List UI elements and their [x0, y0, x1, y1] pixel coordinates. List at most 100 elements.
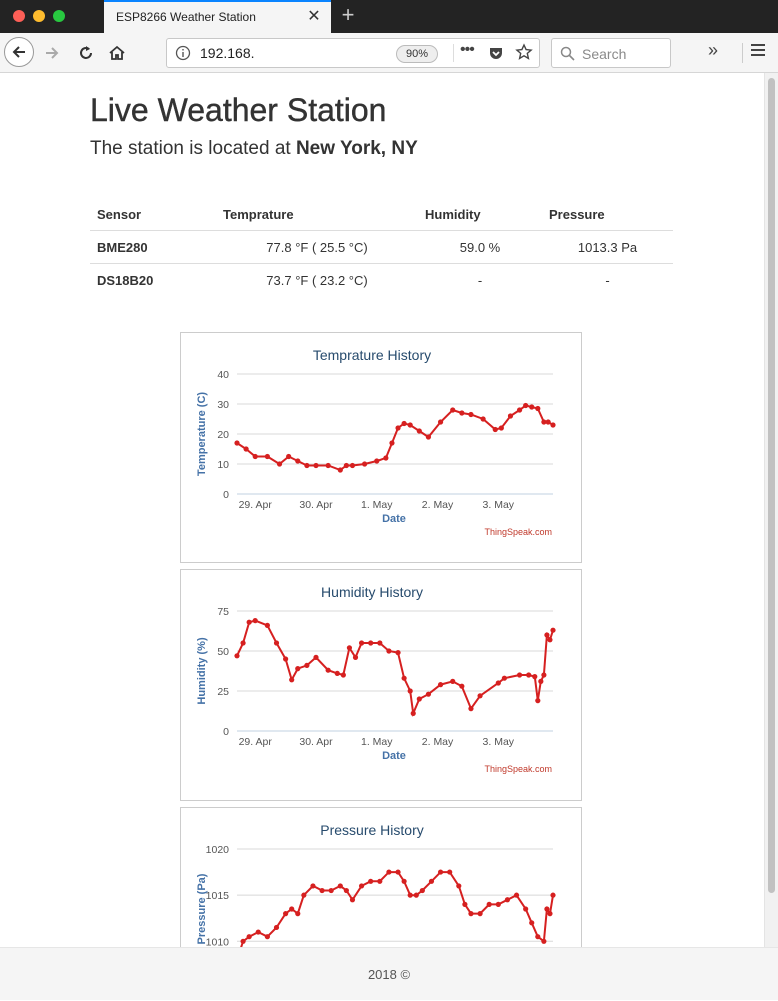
data-point	[313, 654, 319, 660]
data-point	[425, 691, 432, 697]
toolbar-separator	[742, 43, 743, 63]
sensor-table: Sensor Temprature Humidity Pressure BME2…	[90, 199, 673, 296]
url-bar[interactable]: 192.168. 90% •••	[166, 38, 540, 68]
y-tick-label: 1010	[206, 936, 230, 947]
data-point	[407, 688, 413, 694]
sensor-pressure: -	[605, 272, 610, 288]
forward-button[interactable]	[38, 39, 66, 67]
data-point	[234, 440, 240, 446]
page-actions-icon[interactable]: •••	[460, 41, 475, 58]
overflow-menu-icon[interactable]: »	[708, 40, 719, 60]
url-text[interactable]: 192.168.	[200, 45, 255, 61]
data-point	[304, 462, 310, 469]
pocket-icon[interactable]	[488, 45, 504, 66]
x-tick-label: 1. May	[361, 736, 393, 748]
data-point	[358, 883, 365, 889]
x-tick-label: 29. Apr	[239, 499, 273, 511]
back-button[interactable]	[4, 37, 34, 67]
hamburger-menu-icon[interactable]	[751, 43, 765, 62]
x-tick-label: 1. May	[361, 499, 393, 511]
data-point	[349, 897, 356, 903]
data-point	[325, 667, 331, 673]
data-point	[480, 416, 486, 422]
y-tick-label: 20	[217, 429, 229, 441]
data-point	[501, 675, 507, 681]
info-icon[interactable]	[175, 45, 191, 66]
data-point	[325, 462, 331, 469]
sensor-name: DS18B20	[97, 272, 154, 288]
home-button[interactable]	[103, 39, 131, 67]
data-point	[349, 462, 356, 469]
data-point	[289, 906, 295, 912]
tab-active[interactable]: ESP8266 Weather Station ✕	[104, 0, 331, 33]
scrollbar-thumb[interactable]	[768, 78, 775, 893]
data-point	[498, 425, 504, 431]
new-tab-button[interactable]: +	[341, 2, 355, 27]
pressure-chart-svg: Pressure History 1010 1015 1020 Pressure (Pa…	[196, 822, 556, 947]
temperature-chart-svg: Temprature History 0 10 20 30 40 29. Apr 30. Ap…	[196, 347, 556, 537]
data-point	[504, 897, 511, 903]
close-window-button[interactable]	[13, 10, 25, 22]
data-point	[389, 440, 395, 446]
data-point	[240, 938, 246, 944]
maximize-window-button[interactable]	[53, 10, 65, 22]
data-point	[516, 407, 523, 413]
data-point	[286, 453, 292, 460]
data-point	[535, 405, 541, 412]
zoom-level[interactable]: 90%	[396, 45, 438, 63]
data-point	[377, 640, 383, 646]
x-tick-label: 3. May	[483, 736, 515, 748]
scrollbar[interactable]	[764, 73, 778, 947]
humidity-chart: Humidity History 0 25 50 75 29. Apr 30. Apr 1. …	[180, 569, 582, 801]
minimize-window-button[interactable]	[33, 10, 45, 22]
bookmark-star-icon[interactable]	[515, 43, 533, 66]
data-point	[532, 674, 538, 680]
data-point	[328, 887, 334, 894]
page-footer: 2018 ©	[0, 947, 778, 1000]
x-axis-title: Date	[382, 750, 406, 762]
url-separator	[453, 44, 454, 62]
data-point	[319, 887, 325, 894]
data-point	[516, 672, 523, 678]
data-point	[264, 934, 270, 940]
data-point	[416, 428, 422, 434]
reload-icon	[80, 46, 92, 59]
reload-button[interactable]	[72, 39, 100, 67]
data-point	[541, 938, 547, 944]
data-point	[283, 656, 289, 662]
data-point	[343, 462, 349, 469]
search-input[interactable]: Search	[582, 46, 627, 62]
data-point	[523, 402, 529, 409]
data-point	[346, 645, 353, 651]
data-point	[343, 887, 349, 894]
data-point	[425, 434, 432, 440]
data-point	[437, 419, 444, 425]
y-tick-label: 50	[217, 646, 229, 658]
x-tick-label: 30. Apr	[299, 736, 333, 748]
data-point	[395, 425, 401, 431]
data-point	[541, 672, 547, 678]
data-point	[468, 706, 474, 712]
chart-credit: ThingSpeak.com	[484, 764, 552, 774]
data-point	[529, 920, 535, 926]
data-point	[358, 640, 365, 646]
y-tick-label: 10	[217, 459, 229, 471]
sensor-name: BME280	[90, 230, 216, 264]
tab-close-icon[interactable]: ✕	[307, 8, 321, 25]
data-point	[234, 653, 240, 659]
data-point	[550, 892, 556, 898]
sensor-humidity: -	[477, 272, 483, 288]
search-icon	[560, 46, 575, 66]
data-point	[301, 892, 307, 898]
home-icon	[109, 45, 125, 60]
y-axis-title: Temperature (C)	[196, 392, 208, 476]
data-point	[340, 672, 346, 678]
back-arrow-icon	[12, 46, 25, 58]
data-point	[447, 869, 453, 875]
data-point	[477, 693, 483, 699]
search-bar[interactable]: Search	[551, 38, 671, 68]
y-axis-title: Humidity (%)	[196, 637, 208, 705]
data-point	[264, 622, 270, 628]
header-temperature: Temprature	[216, 199, 418, 231]
page-content: Live Weather Station The station is loca…	[0, 73, 764, 947]
